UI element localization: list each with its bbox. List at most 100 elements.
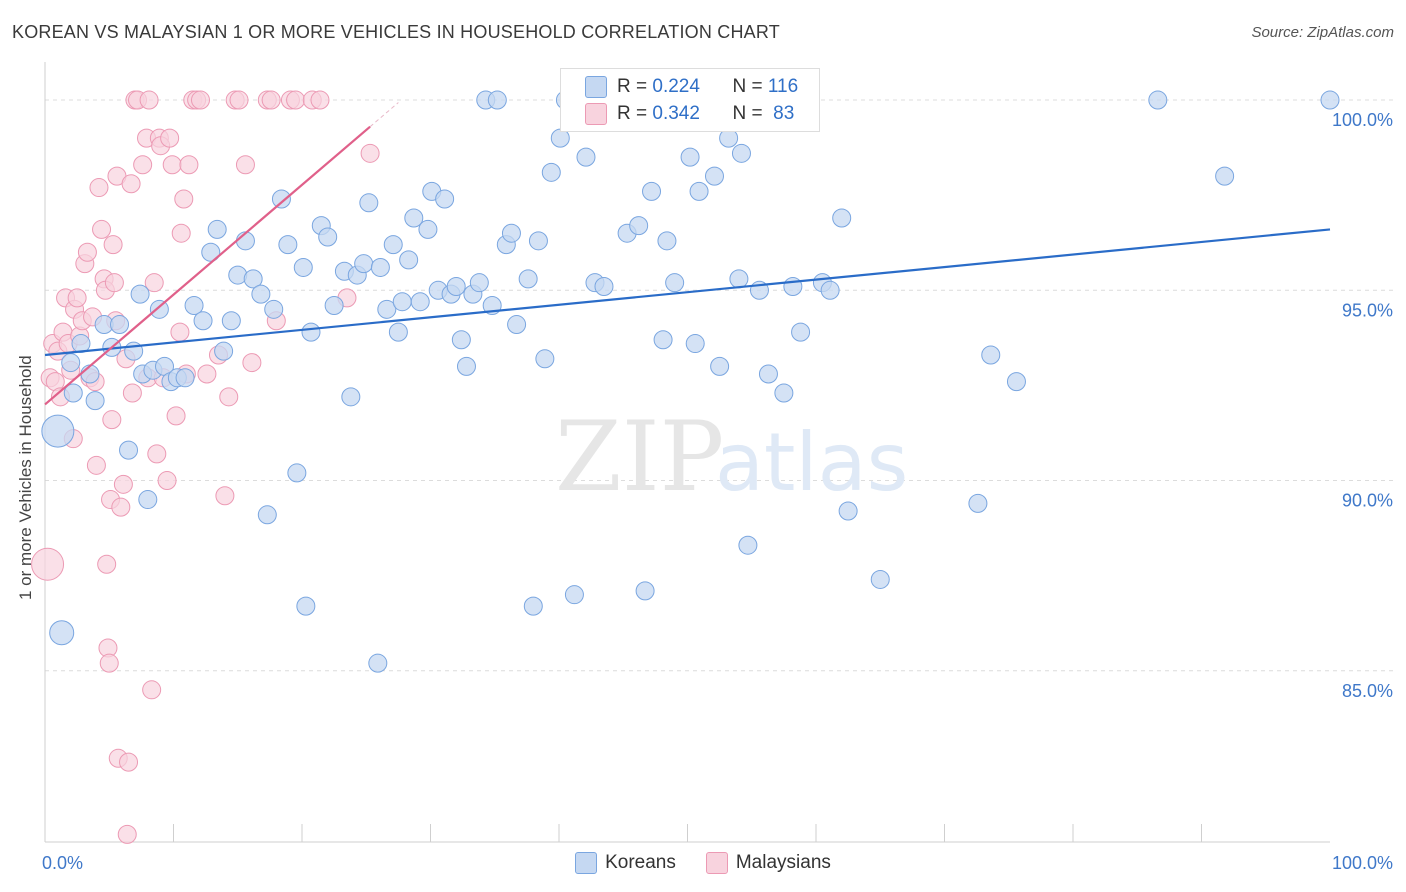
malaysian-point	[111, 497, 131, 517]
korean-point	[642, 181, 662, 201]
korean-point	[418, 219, 438, 239]
malaysian-point	[170, 322, 190, 342]
korean-point	[110, 315, 130, 335]
x-tick-label-0: 0.0%	[42, 853, 83, 873]
malaysian-point	[102, 410, 122, 430]
malaysian-point	[122, 383, 142, 403]
korean-point	[710, 356, 730, 376]
korean-point	[838, 501, 858, 521]
korean-point	[446, 276, 466, 296]
koreans-swatch	[585, 76, 607, 98]
malaysian-point	[142, 680, 162, 700]
malaysian-point	[139, 90, 159, 110]
korean-point	[370, 257, 390, 277]
axes	[44, 62, 1330, 843]
y-tick-label-1: 90.0%	[1342, 491, 1393, 511]
malaysian-point	[77, 242, 97, 262]
korean-point	[201, 242, 221, 262]
malaysian-point	[190, 90, 210, 110]
korean-point	[487, 90, 507, 110]
malaysian-point	[235, 155, 255, 175]
malaysian-point	[360, 143, 380, 163]
y-tick-label-2: 95.0%	[1342, 300, 1393, 320]
trend-lines	[44, 102, 1331, 406]
r-label: R =	[617, 103, 653, 124]
malaysian-point	[160, 128, 180, 148]
korean-point	[359, 193, 379, 213]
malaysian-point	[162, 155, 182, 175]
korean-point	[207, 219, 227, 239]
malaysian-point	[179, 155, 199, 175]
korean-point	[629, 216, 649, 236]
malaysian-point	[157, 471, 177, 491]
koreans-points	[41, 90, 1340, 673]
stats-legend: R = 0.224 N = 116 R = 0.342 N = 83	[560, 68, 820, 132]
korean-point	[354, 254, 374, 274]
legend-item-koreans[interactable]: Koreans	[575, 852, 676, 874]
malaysian-point	[92, 219, 112, 239]
malaysians-trend-extension	[369, 102, 399, 128]
malaysian-point	[229, 90, 249, 110]
korean-point	[791, 322, 811, 342]
malaysian-point	[99, 653, 119, 673]
korean-point	[1006, 372, 1026, 392]
malaysian-point	[117, 824, 137, 844]
malaysian-point	[133, 155, 153, 175]
malaysians-legend-swatch	[705, 852, 728, 874]
malaysian-point	[97, 554, 117, 574]
korean-point	[138, 490, 158, 510]
korean-point	[541, 162, 561, 182]
legend-label-malaysians: Malaysians	[735, 852, 831, 873]
stats-row-koreans: R = 0.224 N = 116	[585, 73, 798, 101]
legend-item-malaysians[interactable]: Malaysians	[705, 852, 831, 874]
korean-point	[301, 322, 321, 342]
korean-point	[451, 330, 471, 350]
korean-point	[214, 341, 234, 361]
malaysian-point	[31, 547, 65, 581]
korean-point	[251, 284, 271, 304]
korean-point	[774, 383, 794, 403]
korean-point	[193, 311, 213, 331]
korean-point	[410, 292, 430, 312]
korean-point	[341, 387, 361, 407]
source-label: Source: ZipAtlas.com	[1251, 24, 1394, 41]
malaysian-point	[174, 189, 194, 209]
korean-point	[318, 227, 338, 247]
korean-point	[832, 208, 852, 228]
korean-point	[501, 223, 521, 243]
korean-point	[404, 208, 424, 228]
y-tick-label-3: 100.0%	[1332, 110, 1393, 130]
r-value-koreans: 0.224	[652, 76, 700, 97]
korean-point	[221, 311, 241, 331]
legend-label-koreans: Koreans	[605, 852, 676, 873]
korean-point	[271, 189, 291, 209]
korean-point	[523, 596, 543, 616]
malaysian-point	[147, 444, 167, 464]
korean-point	[758, 364, 778, 384]
malaysian-point	[89, 178, 109, 198]
y-axis-label: 1 or more Vehicles in Household	[16, 355, 35, 600]
korean-point	[175, 368, 195, 388]
r-label: R =	[617, 76, 653, 97]
malaysian-point	[286, 90, 306, 110]
korean-point	[518, 269, 538, 289]
korean-point	[564, 585, 584, 605]
korean-point	[657, 231, 677, 251]
korean-point	[49, 620, 75, 646]
korean-point	[368, 653, 388, 673]
korean-point	[377, 299, 397, 319]
korean-point	[119, 440, 139, 460]
korean-point	[456, 356, 476, 376]
gridlines	[45, 99, 1395, 672]
korean-point	[41, 414, 75, 448]
malaysian-point	[310, 90, 330, 110]
malaysian-point	[197, 364, 217, 384]
korean-point	[392, 292, 412, 312]
korean-point	[731, 143, 751, 163]
malaysians-swatch	[585, 103, 607, 125]
korean-point	[469, 273, 489, 293]
korean-point	[981, 345, 1001, 365]
korean-point	[435, 189, 455, 209]
malaysian-point	[86, 455, 106, 475]
